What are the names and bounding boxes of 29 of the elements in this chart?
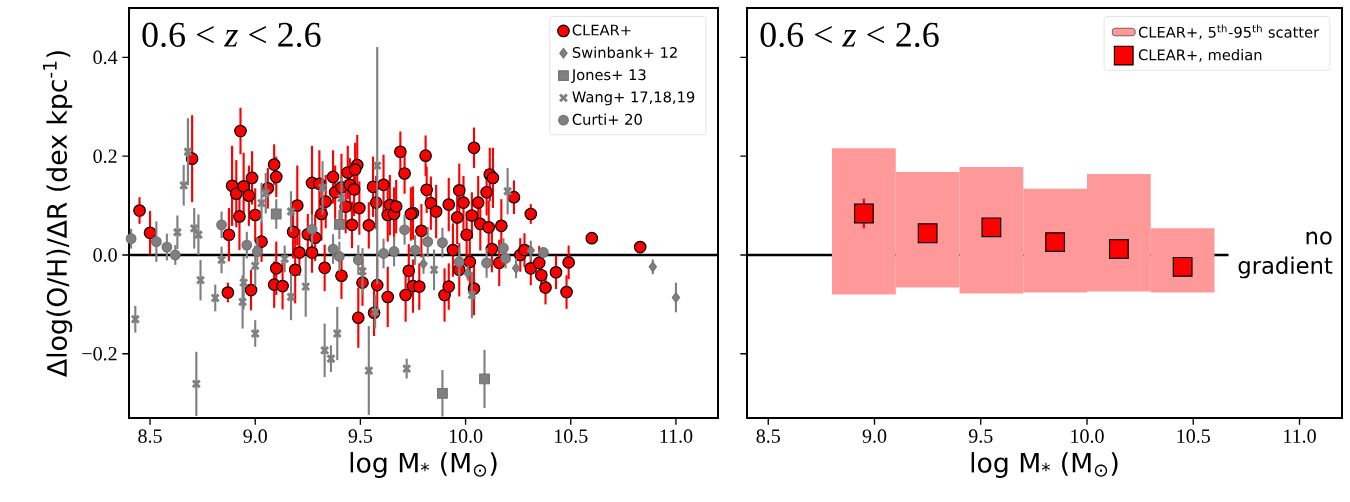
legend-label: Wang+ 17,18,19 [572, 91, 695, 106]
y-tick-label: 0.2 [93, 149, 117, 163]
x-tick-label: 9.5 [968, 429, 993, 443]
y-axis-title: Δlog(O/H)/ΔR (dex kpc$^{-1}$) [43, 51, 73, 377]
x-tick-label: 10.0 [449, 429, 483, 443]
legend-label: Swinbank+ 12 [572, 46, 677, 59]
x-tick-label: 9.0 [243, 429, 267, 443]
y-tick-label: 0.4 [93, 50, 118, 65]
x-tick-label: 11.0 [1284, 429, 1316, 443]
annotation: 0.6 < z < 2.6 [760, 22, 939, 48]
x-tick-label: 8.5 [138, 429, 162, 443]
x-tick-label: 9.5 [348, 429, 373, 443]
y-tick-label: −0.2 [82, 346, 117, 361]
legend-label: CLEAR+, median [1138, 49, 1262, 62]
legend-label: Curti+ 20 [572, 113, 642, 125]
x-tick-label: 10.0 [1071, 429, 1104, 443]
x-tick-label: 9.0 [862, 429, 887, 443]
legend-label: CLEAR+, 5$^{th}$-95$^{th}$ scatter [1138, 24, 1320, 40]
ref-line-label: no gradient [1238, 231, 1333, 279]
x-axis-title: log M$_{*}$ (M$_{⊙}$) [350, 452, 497, 478]
annotation: 0.6 < z < 2.6 [142, 22, 321, 48]
x-tick-label: 10.5 [555, 429, 588, 443]
y-tick-label: 0.0 [93, 248, 117, 262]
x-tick-label: 11.0 [660, 429, 693, 443]
legend-label: CLEAR+ [572, 24, 631, 36]
x-tick-label: 8.5 [756, 429, 780, 443]
x-axis-title: log M$_{*}$ (M$_{⊙}$) [971, 452, 1118, 478]
legend-label: Jones+ 13 [571, 69, 646, 83]
x-tick-label: 10.5 [1177, 429, 1210, 443]
